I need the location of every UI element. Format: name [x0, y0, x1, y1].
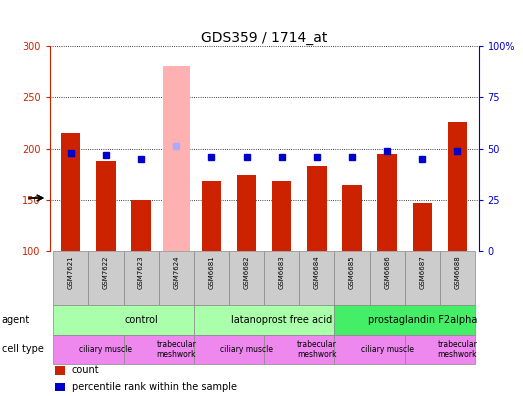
Text: count: count [72, 365, 99, 375]
Bar [264, 335, 334, 364]
Text: agent: agent [2, 315, 30, 325]
Text: GSM6684: GSM6684 [314, 256, 320, 289]
Bar [53, 335, 123, 364]
Bar [405, 335, 475, 364]
Bar [334, 251, 370, 305]
Text: control: control [124, 315, 158, 325]
Bar [405, 251, 440, 305]
Text: trabecular
meshwork: trabecular meshwork [156, 340, 196, 359]
Bar [194, 251, 229, 305]
Bar [307, 166, 326, 251]
Bar [378, 154, 397, 251]
Bar [448, 122, 467, 251]
Text: GSM7622: GSM7622 [103, 256, 109, 289]
Text: GSM6685: GSM6685 [349, 256, 355, 289]
Bar [96, 161, 116, 251]
Text: GSM6686: GSM6686 [384, 256, 390, 289]
Text: GSM6687: GSM6687 [419, 256, 425, 289]
Bar [194, 305, 334, 335]
Text: GSM7624: GSM7624 [173, 256, 179, 289]
Text: trabecular
meshwork: trabecular meshwork [438, 340, 477, 359]
Bar [163, 66, 190, 251]
Bar [237, 175, 256, 251]
Bar [131, 200, 151, 251]
Bar [272, 181, 291, 251]
Text: GSM6683: GSM6683 [279, 256, 285, 289]
Bar [370, 251, 405, 305]
Bar [334, 335, 405, 364]
Bar [202, 181, 221, 251]
Bar [343, 185, 362, 251]
Text: GSM6688: GSM6688 [454, 256, 460, 289]
Bar [53, 251, 88, 305]
Bar [53, 305, 194, 335]
Text: GSM7623: GSM7623 [138, 256, 144, 289]
Bar [299, 251, 334, 305]
Bar [413, 203, 432, 251]
Bar [158, 251, 194, 305]
Text: trabecular
meshwork: trabecular meshwork [297, 340, 337, 359]
Bar [440, 251, 475, 305]
Text: ciliary muscle: ciliary muscle [220, 345, 273, 354]
Text: ciliary muscle: ciliary muscle [79, 345, 132, 354]
Text: cell type: cell type [2, 345, 43, 354]
Bar [123, 335, 194, 364]
Title: GDS359 / 1714_at: GDS359 / 1714_at [201, 30, 327, 44]
Text: GSM6682: GSM6682 [244, 256, 249, 289]
Text: percentile rank within the sample: percentile rank within the sample [72, 382, 236, 392]
Bar [194, 335, 264, 364]
Bar [123, 251, 158, 305]
Text: ciliary muscle: ciliary muscle [361, 345, 414, 354]
Bar [88, 251, 123, 305]
Bar [334, 305, 475, 335]
Bar [264, 251, 299, 305]
Bar [229, 251, 264, 305]
Bar [61, 133, 81, 251]
Text: GSM7621: GSM7621 [68, 256, 74, 289]
Text: prostaglandin F2alpha: prostaglandin F2alpha [368, 315, 477, 325]
Text: latanoprost free acid: latanoprost free acid [231, 315, 332, 325]
Text: GSM6681: GSM6681 [208, 256, 214, 289]
